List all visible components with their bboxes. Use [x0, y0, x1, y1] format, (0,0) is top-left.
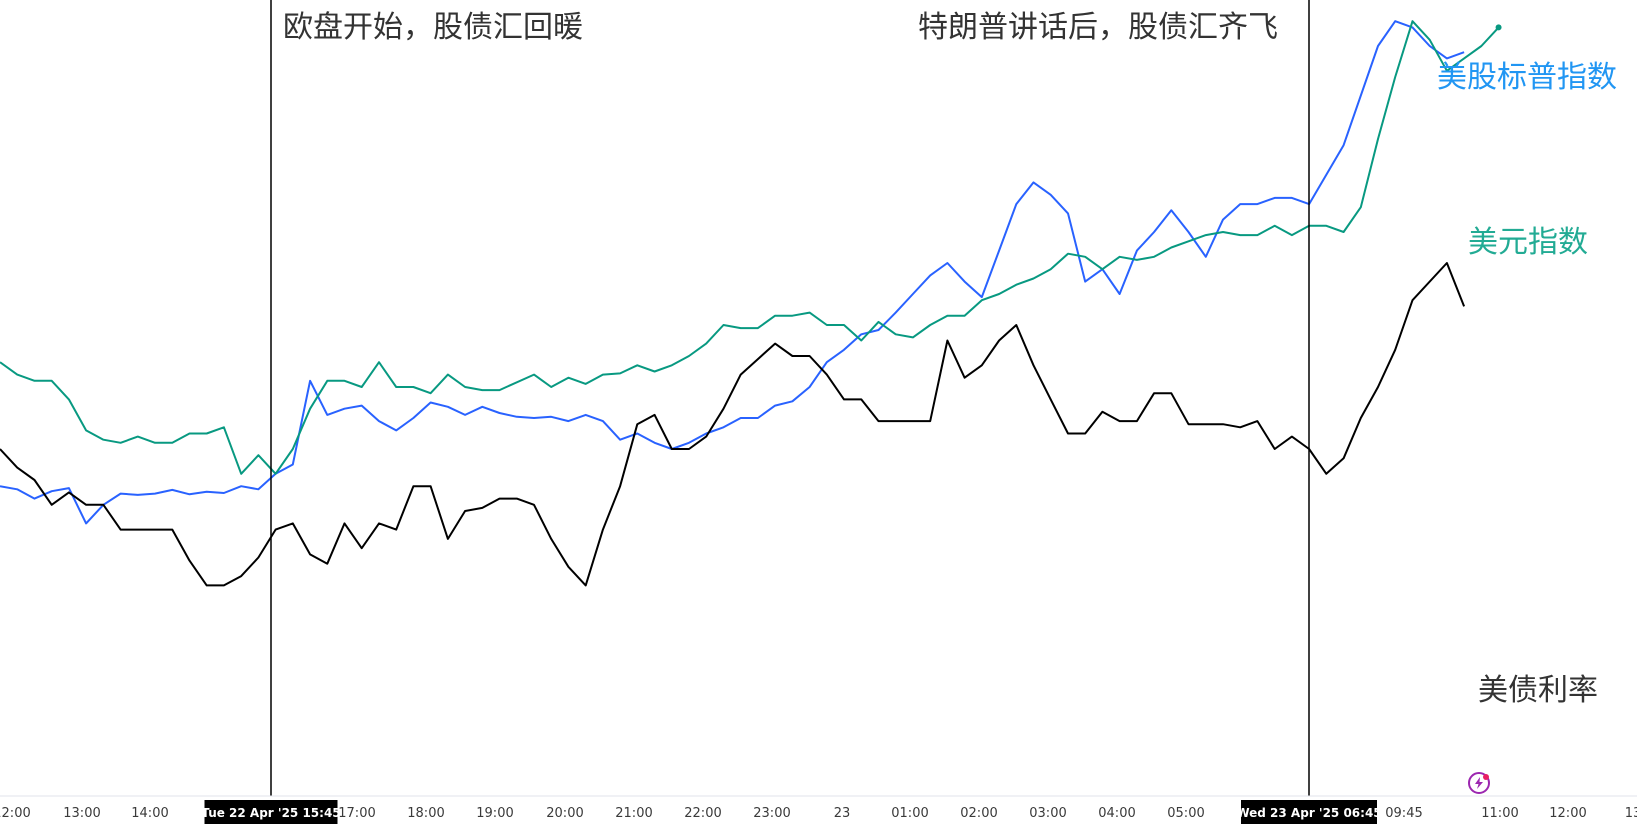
x-tick-label: 22:00 — [684, 806, 721, 821]
x-tick-label: 18:00 — [407, 806, 444, 821]
series-layer — [0, 20, 1502, 587]
sp500-label: 美股标普指数 — [1437, 60, 1617, 95]
x-tick-label: 14:00 — [131, 806, 168, 821]
sp500-line — [0, 20, 1465, 525]
usd-index-line — [0, 20, 1500, 475]
usd-index-label: 美元指数 — [1468, 225, 1588, 260]
x-tick-label: 03:00 — [1029, 806, 1066, 821]
event-time-label-2: Wed 23 Apr '25 06:45 — [1236, 806, 1381, 820]
event-annotation-2: 特朗普讲话后，股债汇齐飞 — [918, 10, 1278, 45]
usd-index-end-dot — [1495, 24, 1502, 31]
x-tick-label: 13:00 — [63, 806, 100, 821]
x-tick-label: 13 — [1625, 806, 1637, 821]
x-tick-label: 12:00 — [1549, 806, 1586, 821]
x-tick-label: 09:45 — [1385, 806, 1422, 821]
event-time-label-1: Tue 22 Apr '25 15:45 — [201, 806, 340, 820]
event-time-badge-1 — [204, 800, 338, 824]
x-tick-label: 21:00 — [615, 806, 652, 821]
x-tick-label: 02:00 — [960, 806, 997, 821]
marker-layer: 欧盘开始，股债汇回暖 Tue 22 Apr '25 15:45 特朗普讲话后，股债汇… — [201, 0, 1382, 824]
x-tick-label: 12:00 — [0, 806, 31, 821]
x-tick-label: 19:00 — [476, 806, 513, 821]
x-tick-label: 01:00 — [891, 806, 928, 821]
event-time-badge-2 — [1241, 800, 1377, 824]
x-tick-label: 11:00 — [1481, 806, 1518, 821]
treasury-yield-label: 美债利率 — [1478, 673, 1598, 708]
x-tick-label: 04:00 — [1098, 806, 1135, 821]
treasury-yield-line — [0, 262, 1466, 587]
x-tick-label: 23 — [834, 806, 851, 821]
x-tick-label: 17:00 — [338, 806, 375, 821]
x-tick-label: 20:00 — [546, 806, 583, 821]
x-tick-label: 05:00 — [1167, 806, 1204, 821]
x-axis-ticks: 12:00 13:00 14:00 17:00 18:00 19:00 20:00 21:00… — [0, 806, 1637, 821]
x-tick-label: 23:00 — [753, 806, 790, 821]
lightning-icon[interactable] — [1468, 772, 1490, 794]
event-annotation-1: 欧盘开始，股债汇回暖 — [283, 10, 583, 45]
